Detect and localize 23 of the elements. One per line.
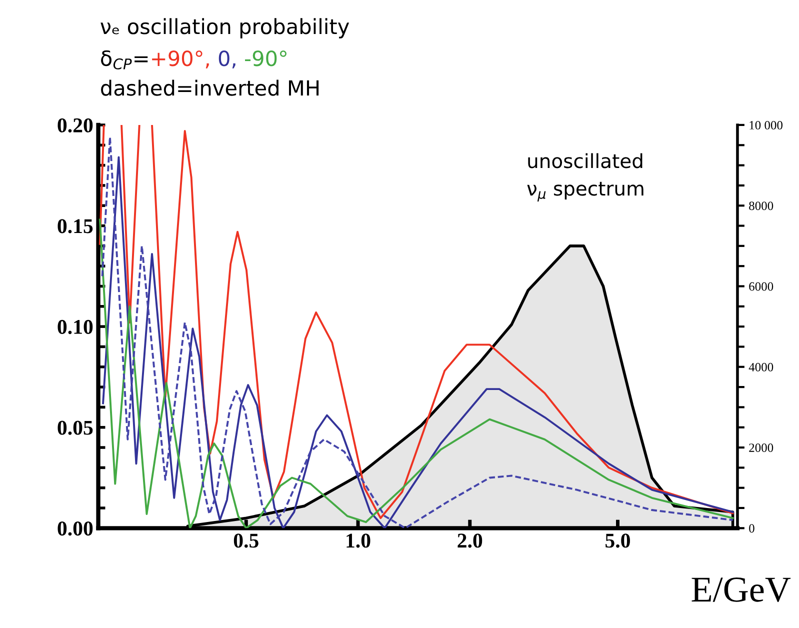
x-tick-label: 0.5 xyxy=(234,534,258,548)
x-tick-label: 5.0 xyxy=(606,534,630,548)
text: +90°, xyxy=(152,50,209,68)
y-tick-label: 0.05 xyxy=(58,420,93,435)
x-tick-label: 2.0 xyxy=(458,534,482,548)
text: -90° xyxy=(245,50,286,66)
y2-tick-label: 0 xyxy=(749,524,754,533)
y2-tick-label: 2000 xyxy=(749,444,774,452)
x-tick-label: 1.0 xyxy=(346,534,370,548)
x-axis-title: E/GeV xyxy=(692,578,791,602)
y2-tick-label: 6000 xyxy=(749,282,774,291)
legend-title: δ$_{CP}$= xyxy=(101,50,148,70)
text: 0, xyxy=(218,50,236,68)
y2-tick-label: 10 000 xyxy=(750,120,782,130)
y-tick-label: 0.15 xyxy=(58,219,93,234)
y2-tick-label: 8000 xyxy=(749,202,774,210)
chart-title: νₑ oscillation probability xyxy=(100,18,350,38)
y2-tick-label: 4000 xyxy=(748,362,774,372)
y-tick-label: 0.20 xyxy=(58,118,93,132)
text: dashed=inverted MH xyxy=(101,80,319,96)
annotation: unoscillated ν$_{μ}$ spectrum xyxy=(527,153,644,202)
y-tick-label: 0.00 xyxy=(58,522,93,536)
y-tick-label: 0.10 xyxy=(58,320,93,334)
